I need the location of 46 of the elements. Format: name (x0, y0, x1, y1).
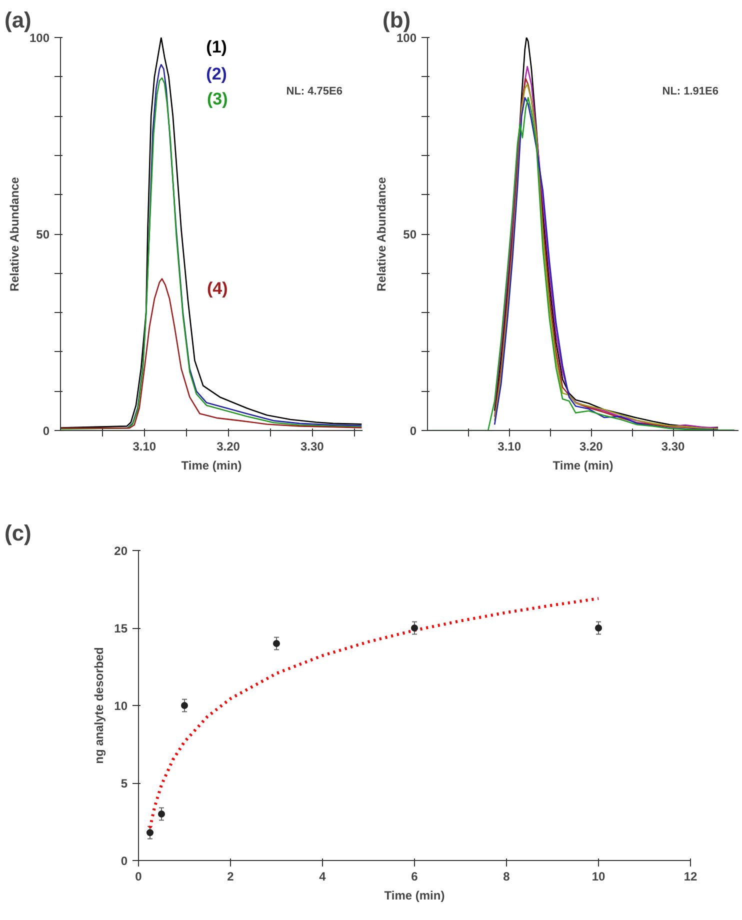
y-tick-label: 0 (120, 854, 128, 868)
annotation: NL: 4.75E6 (286, 86, 343, 98)
point (146, 829, 154, 836)
point (273, 640, 280, 647)
x-tick-label: 8 (503, 870, 510, 884)
x-tick-label: 12 (684, 870, 698, 884)
text: (3) (207, 90, 228, 109)
y-axis-title: ng analyte desorbed (92, 647, 106, 764)
x-tick-label: 3.30 (661, 440, 686, 454)
point (181, 702, 188, 709)
x-axis-title: Time (min) (181, 458, 242, 472)
x-tick-label: 3.10 (498, 440, 522, 454)
chart-title: (b) (382, 8, 411, 32)
x-axis-title: Time (min) (552, 458, 614, 472)
y-tick-label: 0 (410, 424, 417, 438)
x-tick-label: 0 (135, 870, 142, 884)
text: (2) (206, 64, 227, 84)
y-tick-label: 0 (42, 424, 50, 438)
annotation: NL: 1.91E6 (662, 86, 719, 98)
x-tick-label: 2 (227, 870, 234, 884)
x-tick-label: 3.20 (216, 440, 240, 454)
x-tick-label: 3.30 (300, 440, 324, 454)
text: (4) (207, 278, 228, 298)
y-tick-label: 50 (36, 228, 50, 242)
chart-title: (c) (4, 520, 32, 546)
x-axis-title: Time (min) (384, 888, 445, 902)
x-tick-label: 3.20 (580, 440, 604, 454)
point (411, 624, 418, 632)
y-tick-label: 15 (114, 622, 128, 636)
x-tick-label: 6 (411, 870, 418, 884)
x-tick-label: 4 (319, 870, 326, 884)
y-tick-label: 5 (120, 776, 128, 790)
x-tick-label: 3.10 (132, 440, 156, 454)
point (158, 810, 165, 818)
y-axis-title: Relative Abundance (374, 176, 388, 292)
y-tick-label: 100 (29, 31, 50, 45)
y-tick-label: 20 (114, 544, 128, 558)
y-tick-label: 10 (114, 699, 128, 713)
text: (1) (206, 38, 227, 56)
y-axis-title: Relative Abundance (7, 176, 22, 292)
point (595, 624, 602, 632)
line-series (148, 597, 600, 830)
y-tick-label: 50 (403, 228, 417, 242)
y-tick-label: 100 (396, 31, 417, 45)
x-tick-label: 10 (592, 870, 606, 884)
chart-title: (a) (4, 8, 32, 32)
